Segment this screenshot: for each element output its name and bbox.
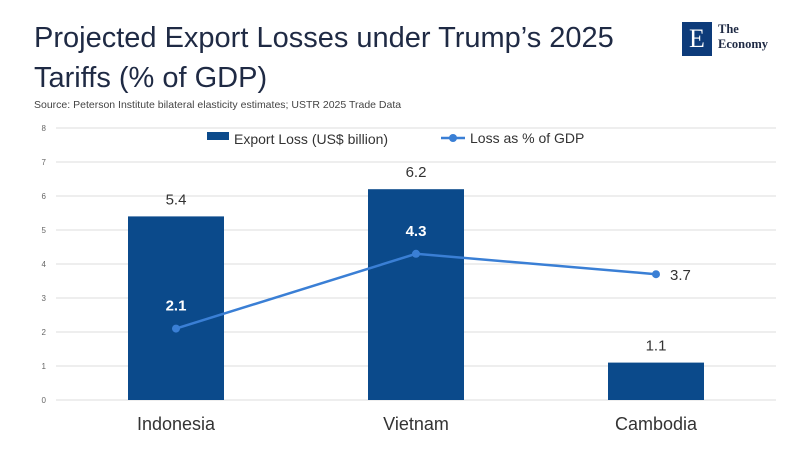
legend-line-label: Loss as % of GDP <box>470 130 584 146</box>
y-tick-label: 7 <box>42 158 47 167</box>
logo-line-2: Economy <box>718 37 768 51</box>
bar <box>128 216 224 400</box>
line-point <box>172 324 180 333</box>
y-tick-label: 1 <box>42 362 47 371</box>
y-tick-label: 4 <box>42 260 47 269</box>
bar-value-label: 6.2 <box>406 164 427 181</box>
bar <box>608 362 704 400</box>
logo-line-1: The <box>718 22 739 36</box>
y-tick-label: 3 <box>42 294 47 303</box>
line-value-label: 4.3 <box>406 223 427 240</box>
x-tick-label: Indonesia <box>137 414 216 434</box>
bar-value-label: 1.1 <box>646 338 667 355</box>
bar-value-label: 5.4 <box>166 191 187 208</box>
chart-title: Projected Export Losses under Trump’s 20… <box>34 22 614 94</box>
logo: E The Economy <box>682 22 782 58</box>
legend-line-marker <box>449 134 457 142</box>
y-tick-label: 5 <box>42 226 47 235</box>
line-value-label: 3.7 <box>670 267 691 284</box>
bar <box>368 189 464 400</box>
y-tick-label: 8 <box>42 124 47 133</box>
legend-bar-label: Export Loss (US$ billion) <box>234 131 388 147</box>
logo-mark: E <box>682 22 712 56</box>
source-note: Source: Peterson Institute bilateral ela… <box>34 99 402 111</box>
x-tick-label: Cambodia <box>615 414 698 434</box>
line-value-label: 2.1 <box>166 298 187 315</box>
logo-text: The Economy <box>718 22 768 52</box>
y-tick-label: 6 <box>42 192 47 201</box>
y-tick-label: 0 <box>42 396 47 405</box>
line-point <box>412 249 420 258</box>
legend-bar-swatch <box>207 132 229 140</box>
y-tick-label: 2 <box>42 328 47 337</box>
x-tick-label: Vietnam <box>383 414 449 434</box>
line-point <box>652 270 660 279</box>
